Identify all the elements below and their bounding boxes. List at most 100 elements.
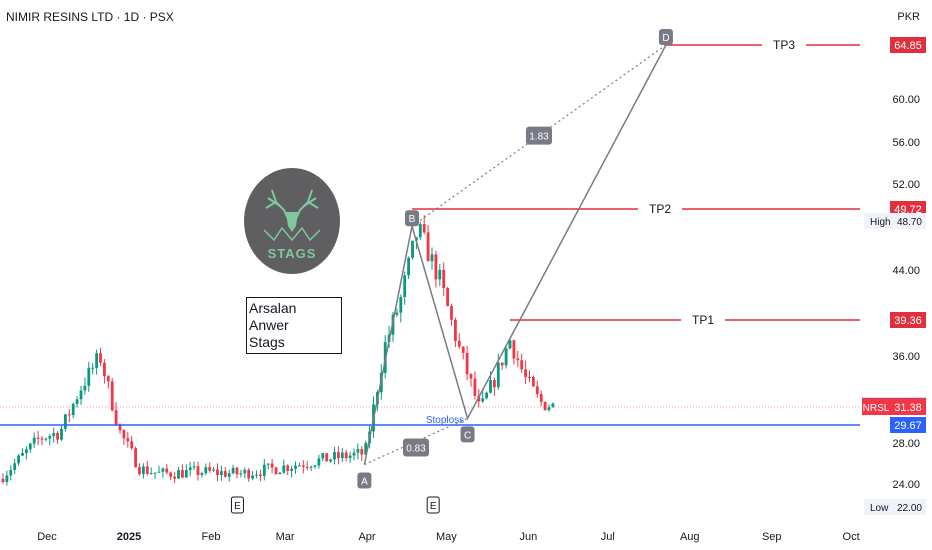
candle-body	[204, 467, 208, 474]
price-axis-tick: 52.00	[892, 179, 920, 191]
pattern-point-label: C	[464, 430, 471, 441]
price-axis-tick: 60.00	[892, 94, 920, 106]
candle-body	[118, 424, 122, 431]
candle-body	[114, 410, 118, 425]
candle-body	[153, 472, 157, 474]
author-box: Arsalan Anwer Stags	[246, 297, 342, 354]
candle-body	[430, 254, 434, 262]
candle-body	[188, 467, 192, 471]
candle-body	[473, 378, 477, 396]
candle-body	[290, 468, 293, 471]
target-label: TP3	[773, 38, 795, 52]
candle-body	[407, 257, 410, 276]
candle-body	[196, 466, 200, 475]
candle-body	[313, 465, 317, 467]
candle-body	[149, 473, 153, 475]
currency-label: PKR	[897, 11, 920, 23]
candle-body	[122, 430, 126, 439]
candle-body	[17, 455, 20, 464]
candle-body	[399, 297, 403, 313]
candle-body	[348, 455, 352, 459]
candle-body	[333, 452, 336, 460]
level-price-tag-value-bg	[890, 312, 926, 328]
event-marker[interactable]	[230, 496, 244, 514]
time-axis-tick: Jul	[601, 531, 615, 543]
candle-body	[103, 362, 106, 377]
price-axis-tick: 36.00	[892, 351, 920, 363]
candle-body	[169, 472, 173, 477]
candle-body	[508, 340, 512, 349]
candle-body	[294, 465, 297, 469]
target-label: TP1	[692, 313, 714, 327]
hilo-tag-value: 22.00	[897, 503, 922, 514]
candle-body	[465, 352, 469, 375]
candle-body	[259, 474, 262, 477]
pattern-point-badge	[460, 426, 475, 443]
candle-body	[411, 240, 414, 258]
last-price-tag-name: NRSL	[863, 403, 890, 414]
candle-body	[485, 392, 488, 399]
candle-body	[75, 399, 79, 404]
symbol-header: NIMIR RESINS LTD · 1D · PSX	[6, 10, 174, 24]
candle-body	[282, 465, 286, 473]
candle-body	[286, 465, 290, 471]
level-price-tag-value: 64.85	[894, 40, 922, 52]
time-axis-tick: May	[436, 531, 457, 543]
price-axis-tick: 28.00	[892, 438, 920, 450]
candle-body	[208, 467, 212, 471]
candle-body	[278, 472, 282, 475]
candle-body	[301, 465, 305, 467]
time-axis-tick: 2025	[117, 531, 141, 543]
candle-body	[40, 438, 44, 440]
candle-body	[364, 443, 368, 455]
candle-body	[99, 353, 102, 363]
price-axis-tick: 44.00	[892, 265, 920, 277]
time-axis-tick: Oct	[843, 531, 860, 543]
candle-body	[106, 376, 110, 382]
candle-body	[422, 224, 426, 233]
candle-body	[87, 367, 91, 386]
candle-body	[481, 398, 485, 402]
time-axis-tick: Apr	[358, 531, 375, 543]
candle-body	[418, 224, 422, 238]
time-axis-tick: Sep	[762, 531, 782, 543]
candle-body	[134, 448, 137, 468]
candle-body	[1, 478, 5, 483]
target-label-bg	[638, 202, 682, 216]
candle-body	[262, 464, 266, 477]
candle-body	[251, 475, 254, 479]
candle-body	[270, 463, 274, 468]
time-axis-tick: Aug	[680, 531, 700, 543]
candle-body	[161, 468, 165, 472]
time-axis-tick: Mar	[276, 531, 295, 543]
candle-body	[220, 471, 223, 475]
candle-body	[48, 436, 52, 439]
level-price-tag-value-bg	[890, 417, 926, 433]
author-group: Stags	[249, 334, 285, 350]
hilo-tag-name: High	[870, 217, 891, 228]
candle-body	[255, 474, 258, 476]
candle-body	[247, 469, 251, 479]
candle-body	[184, 470, 188, 478]
candle-body	[177, 470, 180, 479]
event-marker[interactable]	[426, 496, 440, 514]
candle-body	[145, 466, 149, 474]
candle-body	[274, 467, 278, 475]
candle-body	[21, 453, 24, 456]
candle-body	[44, 438, 48, 440]
candle-body	[403, 275, 407, 298]
candle-body	[243, 469, 247, 474]
candle-body	[344, 452, 348, 459]
candle-body	[165, 468, 169, 473]
target-label: TP2	[649, 202, 671, 216]
candle-body	[321, 453, 325, 459]
author-name: Arsalan Anwer	[249, 300, 297, 333]
candle-body	[216, 469, 219, 475]
candle-body	[110, 381, 114, 411]
pattern-point-badge	[357, 472, 372, 489]
candle-body	[520, 360, 524, 370]
event-marker-label: E	[430, 501, 437, 512]
candle-body	[32, 437, 36, 444]
candle-body	[500, 362, 504, 366]
